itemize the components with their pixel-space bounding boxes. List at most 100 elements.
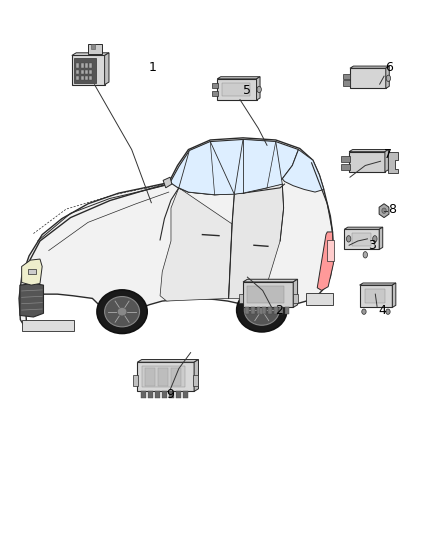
Text: 1: 1 <box>149 61 157 74</box>
Polygon shape <box>360 283 396 285</box>
Bar <box>343 74 350 79</box>
Polygon shape <box>179 142 234 195</box>
Bar <box>85 76 88 80</box>
Bar <box>158 368 168 386</box>
Bar <box>212 83 218 88</box>
Bar <box>133 375 138 386</box>
FancyBboxPatch shape <box>306 293 332 305</box>
Ellipse shape <box>117 308 127 316</box>
Bar <box>268 307 272 314</box>
Ellipse shape <box>257 86 261 93</box>
Polygon shape <box>229 184 284 298</box>
Ellipse shape <box>363 252 367 258</box>
Bar <box>76 76 79 80</box>
Bar <box>279 307 283 314</box>
Polygon shape <box>283 150 324 192</box>
Polygon shape <box>72 53 109 55</box>
Bar <box>293 294 297 303</box>
Polygon shape <box>349 150 389 152</box>
Bar <box>76 70 79 74</box>
Polygon shape <box>344 227 383 229</box>
Text: 4: 4 <box>378 304 386 317</box>
Polygon shape <box>386 66 389 88</box>
Ellipse shape <box>346 236 351 242</box>
Bar <box>327 240 334 261</box>
Bar <box>88 44 102 54</box>
Bar <box>350 68 386 88</box>
Bar <box>85 70 88 74</box>
Polygon shape <box>217 77 260 79</box>
Bar <box>89 76 92 80</box>
Text: 2: 2 <box>275 304 283 317</box>
Bar <box>171 368 181 386</box>
Bar <box>341 157 350 163</box>
Polygon shape <box>194 360 198 391</box>
Polygon shape <box>138 360 198 362</box>
Bar <box>341 164 350 169</box>
Bar <box>76 63 79 68</box>
Bar <box>91 44 95 49</box>
Polygon shape <box>163 177 172 188</box>
Ellipse shape <box>105 296 140 327</box>
Bar <box>239 294 244 303</box>
Polygon shape <box>21 259 42 285</box>
Ellipse shape <box>257 306 267 314</box>
Text: 7: 7 <box>384 148 392 161</box>
Bar <box>28 269 35 274</box>
Bar <box>169 391 173 398</box>
Polygon shape <box>257 77 260 100</box>
Polygon shape <box>379 204 389 217</box>
Bar <box>89 70 92 74</box>
Ellipse shape <box>382 208 386 213</box>
Bar <box>222 83 250 96</box>
Ellipse shape <box>97 290 147 334</box>
Polygon shape <box>389 152 398 173</box>
Polygon shape <box>19 138 333 330</box>
Text: 6: 6 <box>385 61 393 74</box>
Ellipse shape <box>237 288 287 332</box>
Polygon shape <box>317 232 333 290</box>
Ellipse shape <box>373 236 377 242</box>
Bar <box>145 368 155 386</box>
Bar <box>81 76 84 80</box>
Polygon shape <box>105 53 109 85</box>
Bar <box>257 307 261 314</box>
Ellipse shape <box>244 295 279 325</box>
Text: 9: 9 <box>166 387 174 401</box>
Bar <box>365 289 385 303</box>
Bar <box>349 152 385 172</box>
Ellipse shape <box>386 75 391 82</box>
Polygon shape <box>243 279 297 282</box>
Bar <box>274 307 278 314</box>
Bar <box>183 391 187 398</box>
Bar <box>343 80 350 86</box>
Bar <box>193 375 198 386</box>
Text: 5: 5 <box>243 84 251 96</box>
Bar <box>155 391 159 398</box>
Bar <box>148 391 152 398</box>
Bar <box>217 79 257 100</box>
Bar <box>81 70 84 74</box>
Polygon shape <box>350 66 389 68</box>
Bar <box>247 286 284 303</box>
Bar <box>243 282 293 308</box>
Polygon shape <box>385 150 389 172</box>
Bar <box>81 63 84 68</box>
Bar <box>85 63 88 68</box>
Polygon shape <box>293 279 297 308</box>
FancyBboxPatch shape <box>21 320 74 332</box>
Text: 8: 8 <box>388 203 396 216</box>
Bar <box>251 307 255 314</box>
Bar <box>89 63 92 68</box>
Bar <box>141 391 146 398</box>
Bar <box>142 367 185 387</box>
Bar <box>72 55 105 85</box>
Bar <box>352 233 371 246</box>
Text: 3: 3 <box>368 239 376 252</box>
Bar <box>162 391 166 398</box>
Polygon shape <box>160 188 232 301</box>
Bar <box>138 362 194 391</box>
Bar <box>344 229 379 249</box>
Bar <box>245 307 249 314</box>
Polygon shape <box>20 284 43 317</box>
